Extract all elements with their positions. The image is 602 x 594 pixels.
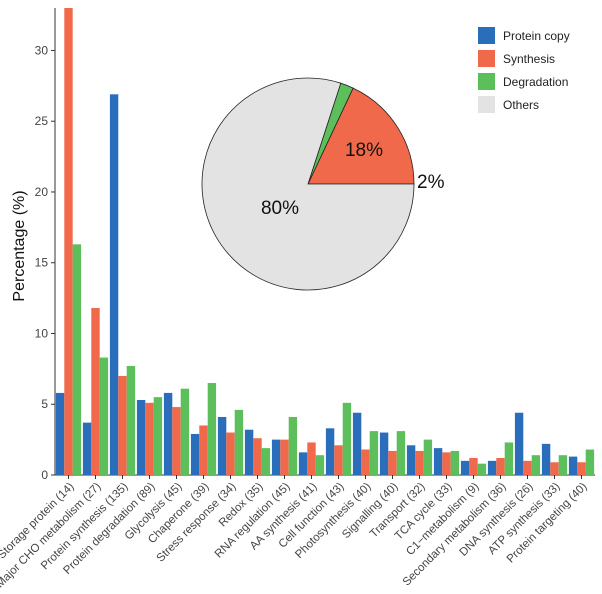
bar	[136, 399, 146, 475]
bar	[496, 458, 505, 475]
bar	[91, 308, 100, 475]
bar	[577, 462, 586, 475]
bar	[568, 456, 578, 475]
y-tick-label: 30	[35, 43, 49, 57]
bar	[550, 462, 559, 475]
bar-series	[55, 8, 595, 475]
bar	[298, 452, 308, 475]
legend-label: Degradation	[503, 75, 568, 89]
bar	[477, 463, 487, 475]
bar	[261, 448, 271, 475]
bar	[514, 412, 524, 475]
y-tick-label: 10	[35, 326, 49, 340]
bar	[172, 407, 181, 475]
bar	[415, 450, 424, 475]
bar	[487, 460, 497, 475]
bar	[361, 449, 370, 475]
bar	[145, 402, 154, 475]
y-tick-label: 25	[35, 114, 49, 128]
bar	[442, 452, 451, 475]
bar	[199, 425, 208, 475]
bar	[460, 460, 470, 475]
bar	[207, 383, 217, 475]
bar	[64, 8, 73, 475]
bar	[226, 432, 235, 475]
bar	[118, 375, 127, 475]
bar	[253, 438, 262, 475]
legend-swatch	[478, 96, 495, 113]
bar	[55, 392, 65, 475]
bar	[72, 244, 82, 475]
bar	[109, 94, 119, 475]
bar	[315, 455, 325, 475]
bar	[307, 442, 316, 475]
bar	[153, 397, 163, 475]
pie-slice-label: 80%	[261, 198, 299, 219]
bar	[406, 445, 416, 475]
bar	[531, 455, 541, 475]
bar	[190, 433, 200, 475]
bar	[450, 450, 460, 475]
legend-swatch	[478, 50, 495, 67]
bar	[504, 442, 514, 475]
pie-slice-label: 18%	[345, 140, 383, 161]
bar	[126, 366, 136, 475]
bar	[541, 443, 551, 475]
bar	[288, 416, 298, 475]
pie-slice-label: 2%	[417, 172, 445, 193]
legend-label: Others	[503, 98, 539, 112]
y-tick-label: 20	[35, 185, 49, 199]
bar	[325, 428, 335, 475]
bar	[558, 455, 568, 475]
bar	[379, 432, 389, 475]
bar	[342, 402, 352, 475]
bar	[585, 449, 595, 475]
category-labels: Storage protein (14)Major CHO metabolism…	[0, 475, 590, 590]
bar	[163, 392, 173, 475]
bar	[369, 431, 379, 475]
legend: Protein copy Synthesis Degradation Others	[478, 27, 570, 113]
bar	[352, 412, 362, 475]
pie-slice	[201, 77, 415, 291]
bar	[99, 357, 109, 475]
bar	[234, 409, 244, 475]
legend-label: Protein copy	[503, 29, 570, 43]
bar	[244, 429, 254, 475]
bar	[388, 450, 397, 475]
pie-chart: 18% 2% 80%	[201, 77, 445, 291]
bar	[82, 422, 92, 475]
pie-slice	[307, 87, 415, 185]
legend-swatch	[478, 27, 495, 44]
bar	[217, 416, 227, 475]
bar	[423, 439, 433, 475]
bar	[469, 458, 478, 475]
bar	[271, 439, 281, 475]
legend-label: Synthesis	[503, 52, 555, 66]
bar	[523, 460, 532, 475]
bar	[396, 431, 406, 475]
bar	[433, 448, 443, 475]
y-tick-label: 5	[41, 397, 48, 411]
bar	[334, 445, 343, 475]
bar	[280, 439, 289, 475]
legend-swatch	[478, 73, 495, 90]
y-axis-label: Percentage (%)	[11, 190, 28, 301]
y-tick-label: 15	[35, 256, 49, 270]
y-tick-label: 0	[41, 468, 48, 482]
bar	[180, 388, 190, 475]
